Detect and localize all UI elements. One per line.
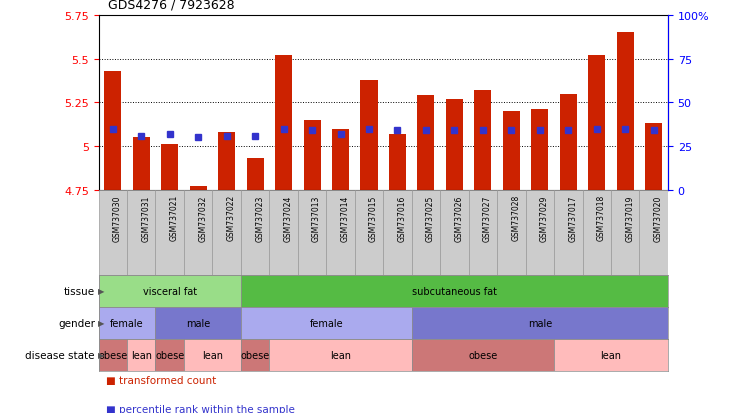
Bar (241, 190, 269, 275)
Bar (241, 275, 668, 307)
Text: ▶: ▶ (98, 287, 104, 296)
Text: gender: gender (58, 318, 95, 328)
Text: GSM737023: GSM737023 (255, 195, 264, 241)
Bar (127, 339, 155, 371)
Text: obese: obese (468, 350, 498, 360)
Bar (332, 129, 349, 190)
Bar (161, 145, 178, 190)
Text: GSM737026: GSM737026 (455, 195, 464, 241)
Text: ■ percentile rank within the sample: ■ percentile rank within the sample (106, 404, 295, 413)
Bar (412, 307, 668, 339)
Bar (218, 133, 235, 190)
Bar (99, 339, 127, 371)
Text: subcutaneous fat: subcutaneous fat (412, 286, 497, 296)
Text: GSM737031: GSM737031 (142, 195, 150, 241)
Bar (184, 190, 212, 275)
Bar (503, 112, 520, 190)
Bar (241, 307, 412, 339)
Bar (190, 187, 207, 190)
Bar (184, 339, 241, 371)
Bar (104, 72, 121, 190)
Bar (526, 190, 554, 275)
Bar (412, 339, 554, 371)
Bar (611, 190, 639, 275)
Bar (304, 121, 320, 190)
Text: GSM737014: GSM737014 (341, 195, 350, 241)
Bar (269, 190, 298, 275)
Bar (269, 339, 412, 371)
Bar (474, 91, 491, 190)
Bar (588, 56, 605, 190)
Text: visceral fat: visceral fat (142, 286, 197, 296)
Text: tissue: tissue (64, 286, 95, 296)
Bar (155, 190, 184, 275)
Text: lean: lean (202, 350, 223, 360)
Bar (497, 190, 526, 275)
Bar (469, 190, 497, 275)
Bar (212, 190, 241, 275)
Bar (645, 124, 662, 190)
Bar (583, 190, 611, 275)
Text: GSM737025: GSM737025 (426, 195, 435, 241)
Text: GSM737019: GSM737019 (626, 195, 634, 241)
Bar (440, 190, 469, 275)
Text: GSM737015: GSM737015 (369, 195, 378, 241)
Bar (326, 190, 355, 275)
Text: GDS4276 / 7923628: GDS4276 / 7923628 (108, 0, 235, 12)
Bar (531, 110, 548, 190)
Text: GSM737030: GSM737030 (113, 195, 122, 241)
Bar (560, 95, 577, 190)
Text: GSM737021: GSM737021 (170, 195, 179, 241)
Text: GSM737024: GSM737024 (284, 195, 293, 241)
Text: ▶: ▶ (98, 351, 104, 360)
Text: female: female (110, 318, 144, 328)
Text: lean: lean (330, 350, 351, 360)
Text: GSM737020: GSM737020 (654, 195, 663, 241)
Bar (133, 138, 150, 190)
Bar (99, 190, 127, 275)
Text: GSM737027: GSM737027 (483, 195, 492, 241)
Text: ▶: ▶ (98, 319, 104, 328)
Text: GSM737018: GSM737018 (597, 195, 606, 241)
Bar (617, 33, 634, 190)
Bar (155, 339, 184, 371)
Text: obese: obese (98, 350, 128, 360)
Text: lean: lean (131, 350, 152, 360)
Bar (155, 307, 241, 339)
Text: GSM737029: GSM737029 (540, 195, 549, 241)
Text: GSM737028: GSM737028 (512, 195, 520, 241)
Text: GSM737017: GSM737017 (569, 195, 577, 241)
Text: male: male (528, 318, 552, 328)
Bar (298, 190, 326, 275)
Text: ■ transformed count: ■ transformed count (106, 375, 216, 385)
Bar (99, 275, 241, 307)
Bar (361, 81, 377, 190)
Bar (389, 135, 406, 190)
Bar (241, 339, 269, 371)
Text: female: female (310, 318, 343, 328)
Bar (418, 96, 434, 190)
Text: obese: obese (155, 350, 185, 360)
Bar (446, 100, 463, 190)
Bar (554, 339, 668, 371)
Bar (99, 307, 155, 339)
Text: GSM737016: GSM737016 (398, 195, 407, 241)
Bar (355, 190, 383, 275)
Bar (275, 56, 292, 190)
Bar (383, 190, 412, 275)
Text: GSM737013: GSM737013 (312, 195, 321, 241)
Bar (412, 190, 440, 275)
Bar (554, 190, 583, 275)
Text: GSM737032: GSM737032 (199, 195, 207, 241)
Bar (639, 190, 668, 275)
Text: male: male (186, 318, 210, 328)
Text: lean: lean (601, 350, 621, 360)
Bar (247, 159, 264, 190)
Text: disease state: disease state (26, 350, 95, 360)
Text: GSM737022: GSM737022 (227, 195, 236, 241)
Text: obese: obese (240, 350, 270, 360)
Bar (127, 190, 155, 275)
